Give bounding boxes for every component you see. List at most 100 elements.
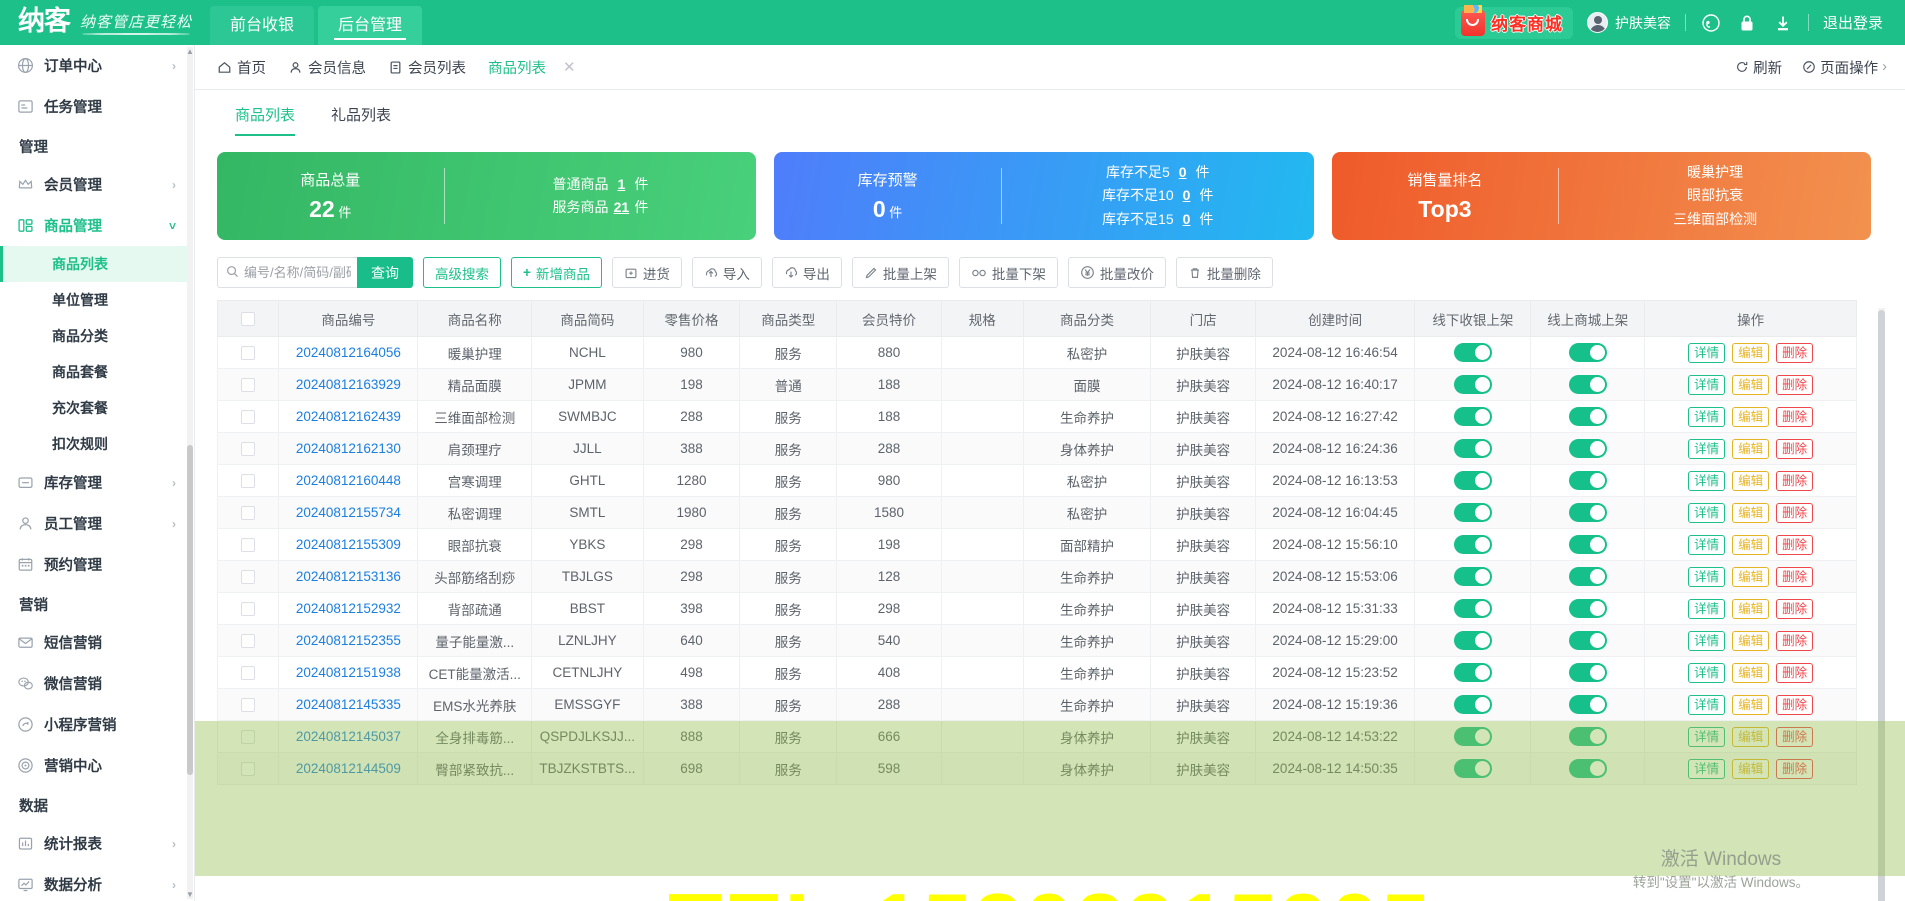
detail-button[interactable]: 详情 [1688,598,1726,619]
delete-button[interactable]: 删除 [1776,598,1814,619]
delete-button[interactable]: 删除 [1776,374,1814,395]
offline-shelf-toggle[interactable] [1453,663,1492,682]
detail-button[interactable]: 详情 [1688,534,1726,555]
table-row[interactable]: 20240812164056 暖巢护理 NCHL 980 服务 880 私密护 护肤美容 202… [216,336,1857,369]
row-checkbox[interactable] [241,730,256,745]
delete-button[interactable]: 删除 [1776,662,1814,683]
offline-shelf-toggle[interactable] [1453,759,1492,778]
sidebar-item-data-analysis[interactable]: 数据分析 › [0,864,188,901]
row-checkbox[interactable] [241,410,256,425]
row-checkbox[interactable] [241,602,256,617]
cell-code[interactable]: 20240812162130 [278,432,419,465]
offline-shelf-toggle[interactable] [1453,599,1492,618]
detail-button[interactable]: 详情 [1688,406,1726,427]
breadcrumb-tab-member-list[interactable]: 会员列表 [388,57,488,78]
online-shelf-toggle[interactable] [1568,727,1607,746]
table-row[interactable]: 20240812152355 量子能量激... LZNLJHY 640 服务 540 生命养… [216,624,1857,657]
edit-button[interactable]: 编辑 [1732,374,1770,395]
sidebar-item-sms-marketing[interactable]: 短信营销 [0,622,188,663]
edit-button[interactable]: 编辑 [1732,342,1770,363]
online-shelf-toggle[interactable] [1568,407,1607,426]
edit-button[interactable]: 编辑 [1732,662,1770,683]
delete-button[interactable]: 删除 [1776,630,1814,651]
table-row[interactable]: 20240812145335 EMS水光养肤 EMSSGYF 388 服务 288 生命养护… [216,688,1857,721]
table-row[interactable]: 20240812160448 宫寒调理 GHTL 1280 服务 980 私密护 护肤美容 20… [216,464,1857,497]
tab-gift-list[interactable]: 礼品列表 [331,107,392,124]
edit-button[interactable]: 编辑 [1732,694,1770,715]
offline-shelf-toggle[interactable] [1453,631,1492,650]
cell-code[interactable]: 20240812144509 [278,752,419,785]
offline-shelf-toggle[interactable] [1453,503,1492,522]
breadcrumb-tab-goods-list[interactable]: 商品列表 ✕ [488,57,598,78]
cell-code[interactable]: 20240812152932 [278,592,419,625]
cell-code[interactable]: 20240812145037 [278,720,419,753]
table-row[interactable]: 20240812162439 三维面部检测 SWMBJC 288 服务 188 生命养护 护肤… [216,400,1857,433]
edit-button[interactable]: 编辑 [1732,726,1770,747]
offline-shelf-toggle[interactable] [1453,727,1492,746]
cell-code[interactable]: 20240812155309 [278,528,419,561]
row-checkbox[interactable] [241,442,256,457]
edit-button[interactable]: 编辑 [1732,438,1770,459]
breadcrumb-tab-home[interactable]: 首页 [217,57,288,78]
sidebar-subitem-goods-category[interactable]: 商品分类 [52,328,108,344]
delete-button[interactable]: 删除 [1776,470,1814,491]
online-shelf-toggle[interactable] [1568,759,1607,778]
download-icon[interactable] [1772,12,1794,34]
detail-button[interactable]: 详情 [1688,438,1726,459]
edit-button[interactable]: 编辑 [1732,470,1770,491]
row-checkbox[interactable] [241,666,256,681]
table-row[interactable]: 20240812144509 臀部紧致抗... TBJZKSTBTS... 698 服务… [216,752,1857,785]
cell-code[interactable]: 20240812153136 [278,560,419,593]
delete-button[interactable]: 删除 [1776,502,1814,523]
tab-goods-list[interactable]: 商品列表 [217,104,313,136]
detail-button[interactable]: 详情 [1688,374,1726,395]
table-row[interactable]: 20240812151938 CET能量激活... CETNLJHY 498 服务 408… [216,656,1857,689]
delete-button[interactable]: 删除 [1776,534,1814,555]
sidebar-scrollbar-thumb[interactable] [187,445,193,775]
detail-button[interactable]: 详情 [1688,630,1726,651]
row-checkbox[interactable] [241,506,256,521]
row-checkbox[interactable] [241,378,256,393]
row-checkbox[interactable] [241,346,256,361]
scroll-up-icon[interactable]: ▲ [186,47,194,56]
offline-shelf-toggle[interactable] [1453,407,1492,426]
lock-icon[interactable] [1736,12,1758,34]
detail-button[interactable]: 详情 [1688,470,1726,491]
cell-code[interactable]: 20240812164056 [278,336,419,369]
sidebar-item-task-management[interactable]: 任务管理 [0,86,188,127]
batch-price-button[interactable]: 批量改价 [1067,257,1166,288]
detail-button[interactable]: 详情 [1688,502,1726,523]
sidebar-subitem-goods-package[interactable]: 商品套餐 [52,364,108,380]
online-shelf-toggle[interactable] [1568,599,1607,618]
sidebar-item-inventory-management[interactable]: 库存管理 › [0,462,188,503]
edit-button[interactable]: 编辑 [1732,502,1770,523]
cell-code[interactable]: 20240812162439 [278,400,419,433]
offline-shelf-toggle[interactable] [1453,343,1492,362]
delete-button[interactable]: 删除 [1776,342,1814,363]
row-checkbox[interactable] [241,570,256,585]
online-shelf-toggle[interactable] [1568,535,1607,554]
online-shelf-toggle[interactable] [1568,375,1607,394]
sidebar-subitem-unit-management[interactable]: 单位管理 [52,292,108,308]
offline-shelf-toggle[interactable] [1453,535,1492,554]
delete-button[interactable]: 删除 [1776,566,1814,587]
close-icon[interactable]: ✕ [563,59,576,76]
cell-code[interactable]: 20240812145335 [278,688,419,721]
cell-code[interactable]: 20240812163929 [278,368,419,401]
edit-button[interactable]: 编辑 [1732,630,1770,651]
delete-button[interactable]: 删除 [1776,694,1814,715]
import-button[interactable]: 导入 [691,257,762,288]
online-shelf-toggle[interactable] [1568,343,1607,362]
detail-button[interactable]: 详情 [1688,758,1726,779]
cell-code[interactable]: 20240812151938 [278,656,419,689]
cell-code[interactable]: 20240812152355 [278,624,419,657]
row-checkbox[interactable] [241,474,256,489]
online-shelf-toggle[interactable] [1568,471,1607,490]
cell-code[interactable]: 20240812160448 [278,464,419,497]
cell-code[interactable]: 20240812155734 [278,496,419,529]
topnav-front-desk[interactable]: 前台收银 [210,6,315,45]
edit-button[interactable]: 编辑 [1732,406,1770,427]
export-button[interactable]: 导出 [771,257,842,288]
purchase-button[interactable]: 进货 [611,257,682,288]
sidebar-item-marketing-center[interactable]: 营销中心 [0,745,188,786]
